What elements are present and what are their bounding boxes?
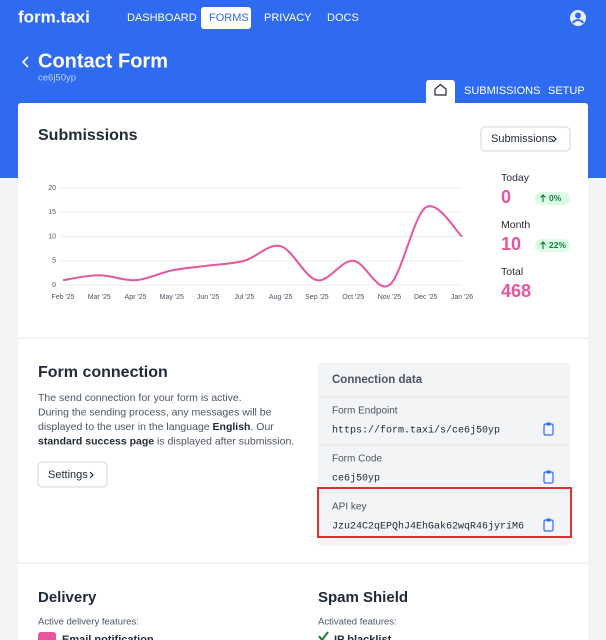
- connection-panel: [318, 363, 570, 546]
- x-tick-label: Oct '25: [342, 294, 364, 301]
- tab[interactable]: SUBMISSIONS: [464, 85, 540, 97]
- y-tick-label: 10: [48, 233, 56, 240]
- field-value: Jzu24C2qEPQhJ4EhGak62wqR46jyriM6: [332, 521, 524, 533]
- back-icon[interactable]: [21, 56, 29, 68]
- y-tick-label: 15: [48, 209, 56, 216]
- y-tick-label: 5: [52, 258, 56, 265]
- section-subtitle: Active delivery features:: [38, 617, 139, 628]
- panel-title: Connection data: [332, 374, 423, 386]
- x-tick-label: Jul '25: [234, 294, 254, 301]
- stat-value: 468: [501, 281, 531, 301]
- feature: Email notification: [62, 634, 154, 640]
- field-value: https://form.taxi/s/ce6j50yp: [332, 425, 500, 437]
- change-label: 22%: [549, 240, 566, 250]
- arrow-icon: [540, 241, 546, 249]
- arrow-icon: [540, 194, 546, 202]
- button-label: Submissions: [491, 133, 554, 145]
- section-subtitle: Activated features:: [318, 617, 397, 628]
- tab[interactable]: SETUP: [548, 85, 585, 97]
- x-tick-label: Mar '25: [88, 294, 111, 301]
- line-series: [62, 205, 463, 288]
- x-tick-label: Jun '25: [197, 294, 219, 301]
- description-text: The send connection for your form is act…: [38, 392, 242, 404]
- description-text: During the sending process, any messages…: [38, 406, 272, 418]
- user-icon-body: [571, 19, 585, 24]
- x-tick-label: Jan '26: [451, 294, 473, 301]
- section-title: Submissions: [38, 127, 138, 144]
- y-tick-label: 20: [48, 185, 56, 192]
- section-title: Form connection: [38, 364, 168, 381]
- nav-item[interactable]: DOCS: [327, 12, 359, 24]
- button-label[interactable]: Settings: [48, 469, 88, 481]
- section-title: Spam Shield: [318, 589, 408, 606]
- field-label: API key: [332, 502, 366, 513]
- description: During the sending process, any messages…: [38, 406, 272, 418]
- x-tick-label: Aug '25: [269, 294, 293, 301]
- form-id: ce6j50yp: [38, 73, 76, 84]
- stat-value: 10: [501, 234, 521, 254]
- submissions-button[interactable]: [480, 126, 571, 152]
- stat-label: Total: [501, 266, 523, 278]
- home-tab[interactable]: [426, 80, 455, 106]
- field-label: Form Endpoint: [332, 406, 398, 417]
- home-icon: [434, 83, 447, 96]
- description-text: . Our: [250, 421, 274, 433]
- description-text: is displayed after submission.: [154, 435, 294, 447]
- description: The send connection for your form is act…: [38, 392, 242, 404]
- y-tick-label: 0: [52, 282, 56, 289]
- stat-label: Month: [501, 219, 530, 231]
- nav-item[interactable]: DASHBOARD: [127, 12, 197, 24]
- email-icon: [38, 632, 56, 640]
- chevron: [552, 135, 557, 143]
- copy-icon-clip: [546, 518, 551, 522]
- chevron: [89, 471, 94, 479]
- nav-item[interactable]: PRIVACY: [264, 12, 312, 24]
- description-text: English: [213, 421, 251, 433]
- nav-item[interactable]: FORMS: [209, 12, 249, 24]
- x-tick-label: Dec '25: [414, 294, 438, 301]
- copy-icon-clip: [546, 470, 551, 474]
- field-value: ce6j50yp: [332, 473, 380, 485]
- highlight-box: [317, 487, 572, 538]
- nav-active-bg: [201, 7, 251, 29]
- settings-button[interactable]: [37, 461, 108, 488]
- page-title: Contact Form: [38, 50, 168, 72]
- description-text: standard success page: [38, 435, 154, 447]
- change-label: 0%: [549, 193, 562, 203]
- section-title: Delivery: [38, 589, 97, 606]
- description: standard success page is displayed after…: [38, 435, 294, 447]
- copy-icon-clip: [546, 422, 551, 426]
- x-tick-label: Apr '25: [125, 294, 147, 301]
- logo: form.taxi: [18, 7, 90, 26]
- x-tick-label: Sep '25: [305, 294, 329, 301]
- x-tick-label: Nov '25: [378, 294, 402, 301]
- x-tick-label: Feb '25: [51, 294, 74, 301]
- description: displayed to the user in the language En…: [38, 421, 274, 433]
- x-tick-label: May '25: [160, 294, 184, 301]
- check-icon: [318, 631, 329, 640]
- stat-value: 0: [501, 187, 511, 207]
- description-text: displayed to the user in the language: [38, 421, 213, 433]
- field-label: Form Code: [332, 454, 382, 465]
- stat-label: Today: [501, 172, 530, 184]
- user-icon-head: [575, 12, 581, 19]
- feature: IP blacklist: [334, 634, 392, 640]
